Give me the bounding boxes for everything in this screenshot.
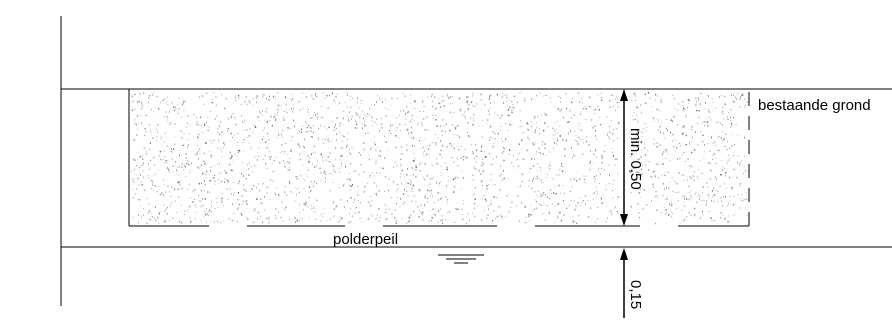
offset-arrow-up-icon [620,248,628,260]
dimension-arrow-down-icon [620,214,628,226]
dimension-min-depth [620,89,628,226]
soil-fill-texture [131,92,748,225]
dimension-offset [620,248,628,318]
offset-label: 0,15 [627,280,644,309]
dimension-arrow-up-icon [620,89,628,101]
polder-level-label: polderpeil [333,231,398,248]
existing-ground-label: bestaande grond [758,97,871,114]
water-level-symbol-icon [438,254,484,264]
min-depth-label: min. 0,50 [627,128,644,190]
